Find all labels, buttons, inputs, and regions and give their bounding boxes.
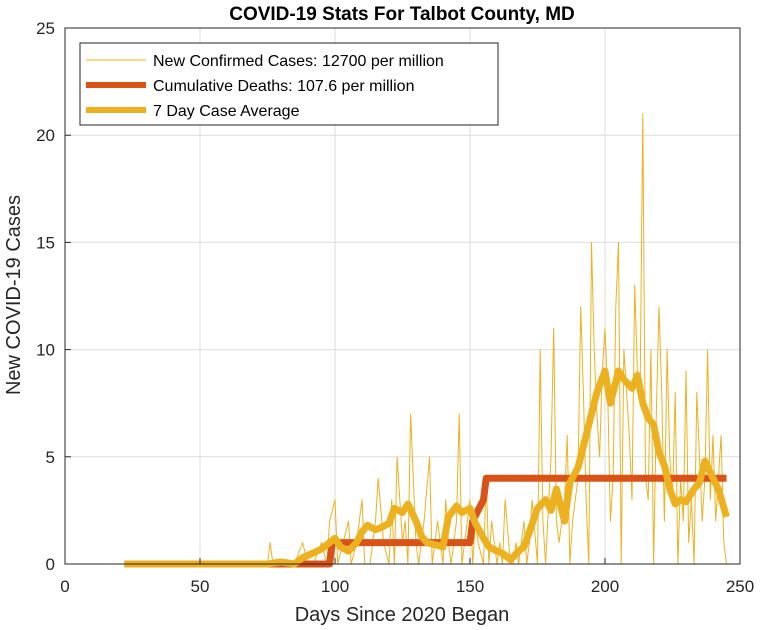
x-tick-label: 200 (591, 577, 619, 596)
x-axis-label: Days Since 2020 Began (295, 604, 510, 626)
x-tick-label: 250 (726, 577, 754, 596)
x-tick-label: 150 (456, 577, 484, 596)
x-tick-label: 50 (191, 577, 210, 596)
series-layer (124, 113, 730, 568)
legend-box (79, 42, 499, 126)
legend-label-new-cases: New Confirmed Cases: 12700 per million (153, 53, 444, 70)
series-line-new-confirmed-cases (124, 113, 727, 565)
series-line-7-day-case-average (124, 367, 730, 568)
tick-labels: 0 50 100 150 200 250 0 5 10 15 20 25 (36, 19, 754, 596)
legend: New Confirmed Cases: 12700 per million C… (79, 42, 499, 126)
y-tick-label: 5 (46, 448, 55, 467)
y-tick-label: 25 (36, 19, 55, 38)
chart-title: COVID-19 Stats For Talbot County, MD (229, 4, 575, 25)
x-tick-label: 100 (321, 577, 349, 596)
y-tick-label: 10 (36, 341, 55, 360)
series-line-cumulative-deaths (124, 474, 727, 568)
plot-area-frame (64, 27, 741, 565)
y-tick-label: 0 (46, 555, 55, 574)
legend-label-deaths: Cumulative Deaths: 107.6 per million (153, 78, 414, 95)
y-tick-label: 15 (36, 233, 55, 252)
y-axis-label: New COVID-19 Cases (3, 195, 25, 395)
legend-label-7day-average: 7 Day Case Average (153, 103, 300, 120)
y-tick-label: 20 (36, 126, 55, 145)
x-tick-label: 0 (60, 577, 69, 596)
